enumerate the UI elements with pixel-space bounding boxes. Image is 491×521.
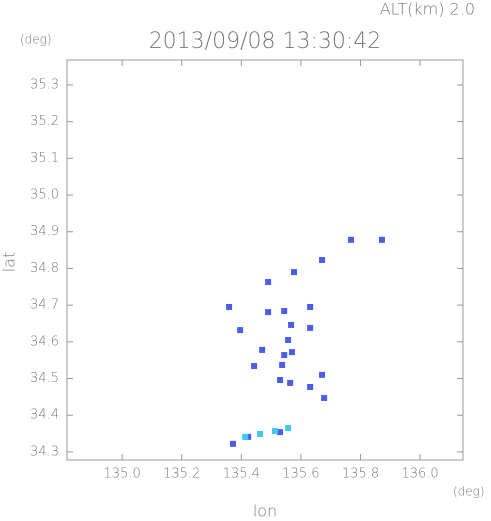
echo-cell: [378, 236, 385, 243]
y-tick-label: 35.2: [30, 114, 59, 129]
x-tick-label: 135.2: [163, 467, 200, 482]
y-tick-label: 35.3: [30, 77, 59, 92]
plot-frame: [66, 59, 464, 461]
chart-title: 2013/09/08 13:30:42: [149, 29, 382, 54]
y-tick-label: 35.1: [30, 151, 59, 166]
echo-cell: [259, 346, 266, 353]
subtitle: ALT(km) 2.0: [380, 0, 475, 19]
echo-cell: [319, 257, 326, 263]
x-unit: (deg): [453, 485, 485, 499]
echo-cell: [229, 440, 236, 447]
echo-cell: [242, 433, 249, 440]
y-tick-label: 34.8: [30, 261, 59, 276]
echo-cell: [277, 429, 284, 436]
y-tick-label: 34.6: [30, 334, 59, 349]
echo-cell: [285, 337, 292, 343]
y-tick-label: 35.0: [30, 188, 59, 203]
echo-cell: [287, 379, 294, 386]
echo-cell: [281, 308, 288, 315]
x-tick-label: 135.4: [223, 467, 260, 482]
x-tick-label: 135.0: [104, 467, 141, 482]
echo-cell: [347, 236, 354, 243]
echo-cell: [226, 303, 233, 310]
echo-cell: [279, 361, 286, 368]
y-tick-label: 34.4: [30, 408, 59, 423]
echo-cell: [285, 425, 292, 432]
x-tick-label: 136.0: [401, 467, 438, 482]
x-tick-label: 135.6: [282, 467, 319, 482]
y-axis-label: lat: [0, 252, 19, 273]
echo-cell: [251, 363, 258, 370]
echo-cell: [321, 394, 328, 401]
echo-cell: [319, 371, 326, 378]
echo-cell: [265, 279, 272, 286]
x-axis-label: lon: [253, 502, 277, 521]
echo-cell: [307, 303, 314, 310]
echo-cell: [281, 352, 288, 359]
y-tick-label: 34.5: [30, 371, 59, 386]
echo-cell: [307, 383, 314, 390]
y-tick-label: 34.9: [30, 224, 59, 239]
echo-cell: [271, 428, 278, 435]
echo-cell: [277, 377, 284, 383]
echo-cell: [291, 269, 298, 276]
y-unit: (deg): [20, 33, 52, 47]
echo-cell: [288, 321, 295, 328]
x-tick-label: 135.8: [342, 467, 379, 482]
echo-cell: [257, 430, 264, 437]
y-tick-label: 34.7: [30, 298, 59, 313]
echo-cell: [265, 309, 272, 316]
y-tick-label: 34.3: [30, 444, 59, 459]
echo-cell: [288, 349, 295, 356]
echo-cell: [307, 324, 314, 331]
echo-cell: [237, 327, 244, 334]
